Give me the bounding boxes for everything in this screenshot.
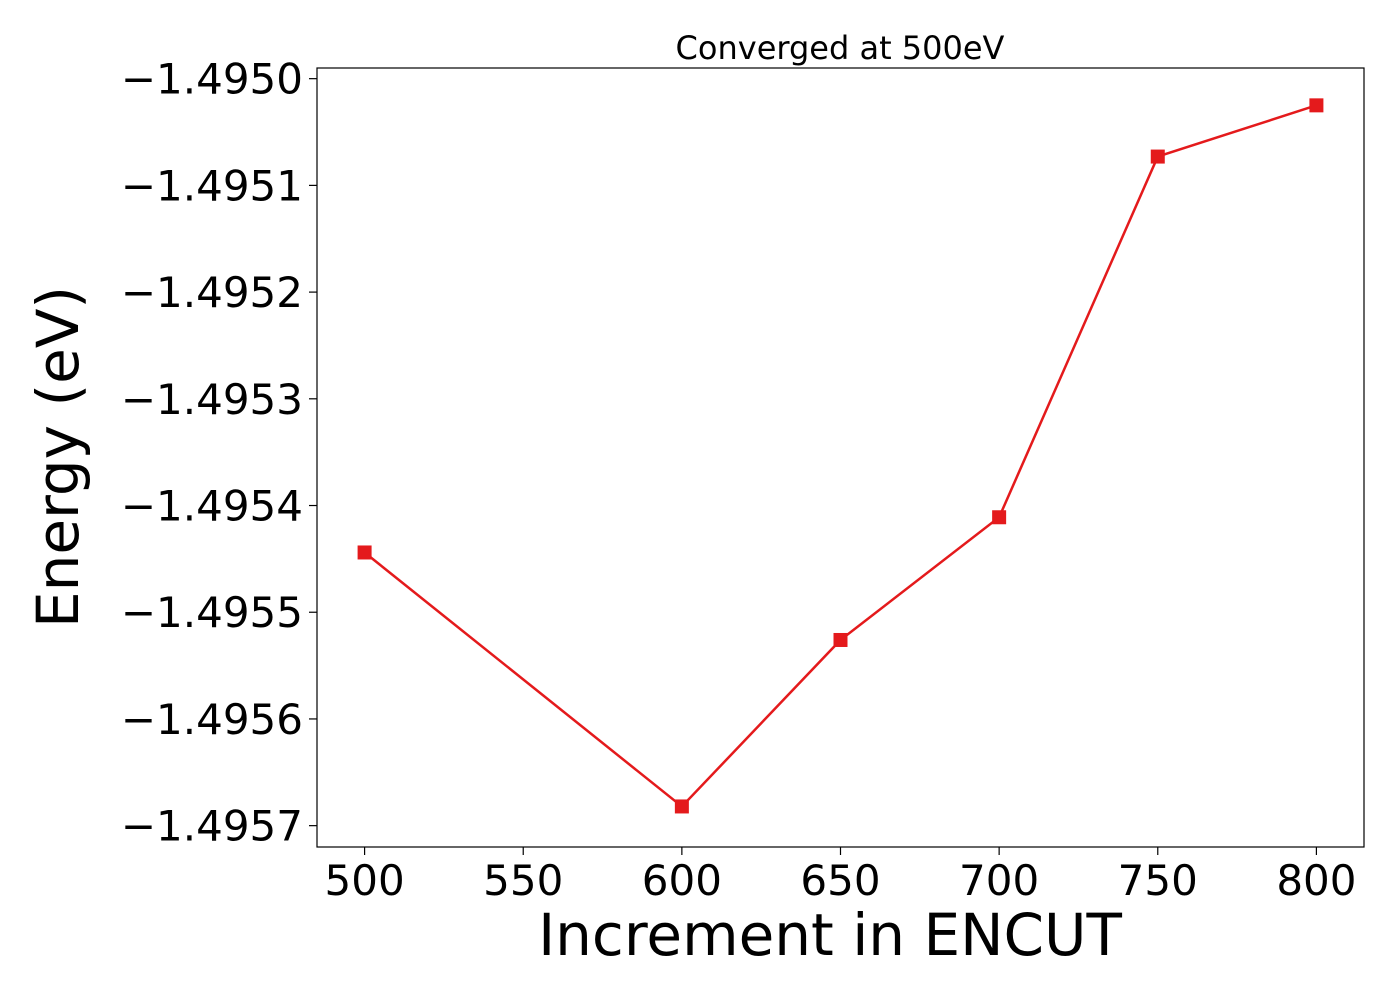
data-point-marker (1150, 149, 1165, 164)
data-point-marker (357, 545, 372, 560)
y-tick-label: −1.4955 (121, 588, 303, 637)
y-tick-label: −1.4953 (121, 375, 303, 424)
data-point-marker (992, 510, 1007, 525)
y-axis-label: Energy (eV) (24, 286, 92, 628)
data-point-marker (833, 632, 848, 647)
data-point-marker (674, 799, 689, 814)
x-tick-label: 550 (483, 856, 563, 905)
x-axis-label: Increment in ENCUT (538, 901, 1122, 969)
series-line (363, 104, 1317, 809)
y-tick-label: −1.4950 (121, 55, 303, 104)
x-tick-label: 700 (959, 856, 1039, 905)
x-tick-label: 750 (1118, 856, 1198, 905)
x-tick-label: 600 (642, 856, 722, 905)
x-tick-label: 650 (800, 856, 880, 905)
y-tick-label: −1.4954 (121, 482, 303, 531)
y-tick-label: −1.4951 (121, 161, 303, 210)
y-tick-label: −1.4952 (121, 268, 303, 317)
x-tick-label: 800 (1276, 856, 1356, 905)
data-point-marker (1309, 98, 1324, 113)
plot-area: 500 550 600 650 700 750 800 −1.4950 −1.4951 −1.49… (121, 55, 1365, 905)
y-tick-label: −1.4957 (121, 802, 303, 851)
chart-title: Converged at 500eV (676, 29, 1005, 67)
x-tick-label: 500 (325, 856, 405, 905)
y-tick-label: −1.4956 (121, 695, 303, 744)
